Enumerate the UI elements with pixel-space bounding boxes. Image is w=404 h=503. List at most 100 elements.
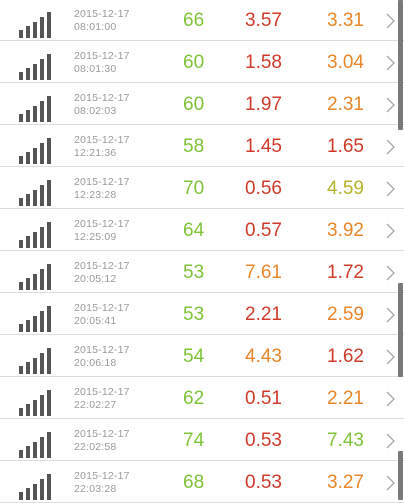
chevron-right-icon[interactable] — [382, 391, 398, 407]
signal-bar — [19, 198, 23, 206]
scrollbar-top[interactable] — [398, 0, 403, 130]
timestamp-time: 08:01:30 — [74, 63, 117, 75]
timestamp-time: 12:25:09 — [74, 231, 117, 243]
chevron-right-icon[interactable] — [382, 139, 398, 155]
chevron-right-icon[interactable] — [382, 307, 398, 323]
signal-bar — [19, 282, 23, 290]
signal-bar — [33, 484, 37, 500]
metric-value-v3: 3.04 — [327, 52, 364, 73]
metric-value-v3: 4.59 — [327, 178, 364, 199]
metric-value-v3: 2.21 — [327, 388, 364, 409]
chevron-right-icon[interactable] — [382, 349, 398, 365]
signal-bar — [33, 190, 37, 206]
metric-value-v2: 0.53 — [245, 472, 282, 493]
chevron-right-icon[interactable] — [382, 97, 398, 113]
timestamp-date: 2015-12-17 — [74, 92, 130, 104]
metric-value-v2: 1.45 — [245, 136, 282, 157]
metric-value-v3: 3.27 — [327, 472, 364, 493]
signal-bar — [19, 408, 23, 416]
timestamp-date: 2015-12-17 — [74, 470, 130, 482]
metric-value-v1: 58 — [183, 136, 205, 157]
metric-value-v2: 1.97 — [245, 94, 282, 115]
chevron-right-icon[interactable] — [382, 223, 398, 239]
list-item[interactable]: 2015-12-17 20:05:41 53 2.21 2.59 — [0, 293, 404, 335]
timestamp-time: 20:05:41 — [74, 315, 117, 327]
metric-value-v2: 0.56 — [245, 178, 282, 199]
chevron-right-icon[interactable] — [382, 433, 398, 449]
list-item[interactable]: 2015-12-17 22:02:58 74 0.53 7.43 — [0, 419, 404, 461]
scrollbar-thumb[interactable] — [398, 283, 403, 377]
signal-strength-icon — [19, 53, 51, 80]
metric-value-v2: 0.53 — [245, 430, 282, 451]
scrollbar-bottom[interactable] — [398, 451, 403, 500]
metric-value-v1: 60 — [183, 94, 205, 115]
signal-bar — [40, 311, 44, 332]
timestamp: 2015-12-17 12:21:36 — [74, 134, 130, 160]
signal-bar — [33, 316, 37, 332]
chevron-right-icon[interactable] — [382, 181, 398, 197]
list-item[interactable]: 2015-12-17 08:01:00 66 3.57 3.31 — [0, 0, 404, 41]
signal-bar — [40, 101, 44, 122]
signal-bar — [47, 474, 51, 500]
metric-value-v3: 3.31 — [327, 10, 364, 31]
signal-bar — [26, 404, 30, 416]
metric-value-v2: 0.51 — [245, 388, 282, 409]
signal-strength-icon — [19, 137, 51, 164]
timestamp-date: 2015-12-17 — [74, 386, 130, 398]
metric-value-v2: 1.58 — [245, 52, 282, 73]
signal-bar — [26, 68, 30, 80]
timestamp-time: 22:03:28 — [74, 483, 117, 495]
timestamp-date: 2015-12-17 — [74, 344, 130, 356]
signal-bar — [26, 110, 30, 122]
list-item[interactable]: 2015-12-17 08:01:30 60 1.58 3.04 — [0, 41, 404, 83]
timestamp-time: 20:06:18 — [74, 357, 117, 369]
timestamp: 2015-12-17 12:25:09 — [74, 218, 130, 244]
timestamp: 2015-12-17 12:23:28 — [74, 176, 130, 202]
metric-value-v2: 4.43 — [245, 346, 282, 367]
metric-value-v2: 0.57 — [245, 220, 282, 241]
metric-value-v3: 1.65 — [327, 136, 364, 157]
metric-value-v1: 53 — [183, 304, 205, 325]
timestamp-date: 2015-12-17 — [74, 260, 130, 272]
metric-value-v1: 62 — [183, 388, 205, 409]
timestamp-time: 08:01:00 — [74, 21, 117, 33]
signal-bar — [26, 320, 30, 332]
signal-bar — [33, 106, 37, 122]
signal-bar — [40, 437, 44, 458]
signal-bar — [47, 96, 51, 122]
timestamp: 2015-12-17 22:02:58 — [74, 428, 130, 454]
metric-value-v1: 74 — [183, 430, 205, 451]
metric-value-v3: 1.72 — [327, 262, 364, 283]
list-item[interactable]: 2015-12-17 22:03:28 68 0.53 3.27 — [0, 461, 404, 503]
timestamp: 2015-12-17 08:02:03 — [74, 92, 130, 118]
list-item[interactable]: 2015-12-17 22:02:27 62 0.51 2.21 — [0, 377, 404, 419]
timestamp-date: 2015-12-17 — [74, 176, 130, 188]
timestamp-time: 08:02:03 — [74, 105, 117, 117]
list-item[interactable]: 2015-12-17 12:21:36 58 1.45 1.65 — [0, 125, 404, 167]
list-item[interactable]: 2015-12-17 20:06:18 54 4.43 1.62 — [0, 335, 404, 377]
signal-strength-icon — [19, 11, 51, 38]
list-item[interactable]: 2015-12-17 12:25:09 64 0.57 3.92 — [0, 209, 404, 251]
chevron-right-icon[interactable] — [382, 55, 398, 71]
timestamp-date: 2015-12-17 — [74, 428, 130, 440]
list-item[interactable]: 2015-12-17 12:23:28 70 0.56 4.59 — [0, 167, 404, 209]
signal-bar — [40, 17, 44, 38]
signal-bar — [47, 12, 51, 38]
chevron-right-icon[interactable] — [382, 265, 398, 281]
chevron-right-icon[interactable] — [382, 13, 398, 29]
list-item[interactable]: 2015-12-17 08:02:03 60 1.97 2.31 — [0, 83, 404, 125]
signal-bar — [19, 72, 23, 80]
list-item[interactable]: 2015-12-17 20:05:12 53 7.61 1.72 — [0, 251, 404, 293]
timestamp-time: 12:23:28 — [74, 189, 117, 201]
chevron-right-icon[interactable] — [382, 475, 398, 491]
signal-bar — [19, 450, 23, 458]
timestamp-time: 20:05:12 — [74, 273, 117, 285]
signal-bar — [47, 348, 51, 374]
signal-strength-icon — [19, 347, 51, 374]
signal-bar — [26, 278, 30, 290]
timestamp-time: 22:02:27 — [74, 399, 117, 411]
signal-bar — [19, 114, 23, 122]
signal-bar — [47, 264, 51, 290]
timestamp-date: 2015-12-17 — [74, 8, 130, 20]
